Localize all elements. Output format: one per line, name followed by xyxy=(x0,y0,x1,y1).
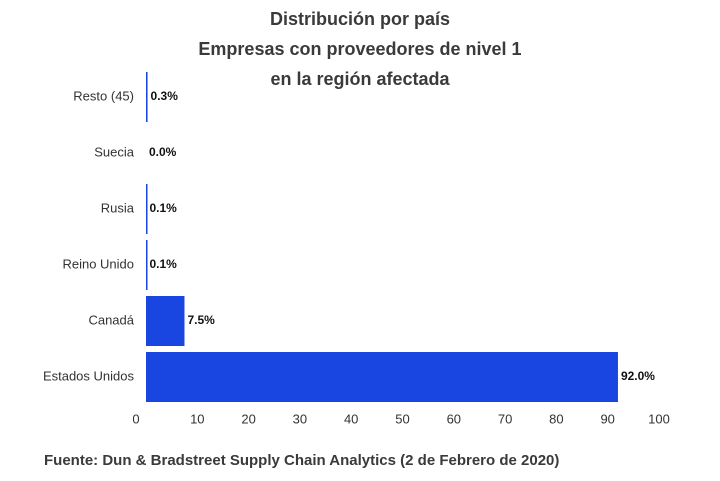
y-tick-label: Reino Unido xyxy=(62,256,134,271)
x-tick-label: 20 xyxy=(241,411,255,426)
bar xyxy=(146,352,618,402)
x-tick-label: 90 xyxy=(600,411,614,426)
bar xyxy=(146,184,148,234)
y-tick-label: Resto (45) xyxy=(73,88,134,103)
y-tick-label: Suecia xyxy=(94,144,135,159)
x-tick-label: 70 xyxy=(498,411,512,426)
y-tick-label: Canadá xyxy=(88,312,134,327)
x-tick-label: 10 xyxy=(190,411,204,426)
y-tick-label: Estados Unidos xyxy=(43,368,135,383)
bar xyxy=(146,72,148,122)
source-note: Fuente: Dun & Bradstreet Supply Chain An… xyxy=(44,452,559,469)
bar xyxy=(146,240,148,290)
y-tick-label: Rusia xyxy=(101,200,135,215)
chart-title: Empresas con proveedores de nivel 1 xyxy=(198,39,521,59)
x-tick-label: 100 xyxy=(648,411,670,426)
x-tick-label: 60 xyxy=(447,411,461,426)
x-tick-label: 50 xyxy=(395,411,409,426)
value-label: 0.0% xyxy=(149,145,177,159)
chart-title: Distribución por país xyxy=(270,9,450,29)
value-label: 0.1% xyxy=(150,257,178,271)
value-label: 92.0% xyxy=(621,369,655,383)
value-label: 0.3% xyxy=(151,89,179,103)
x-tick-label: 0 xyxy=(132,411,139,426)
value-label: 0.1% xyxy=(150,201,178,215)
bar xyxy=(146,296,185,346)
x-tick-label: 40 xyxy=(344,411,358,426)
x-tick-label: 80 xyxy=(549,411,563,426)
chart-title: en la región afectada xyxy=(270,69,450,89)
value-label: 7.5% xyxy=(187,313,215,327)
x-tick-label: 30 xyxy=(293,411,307,426)
